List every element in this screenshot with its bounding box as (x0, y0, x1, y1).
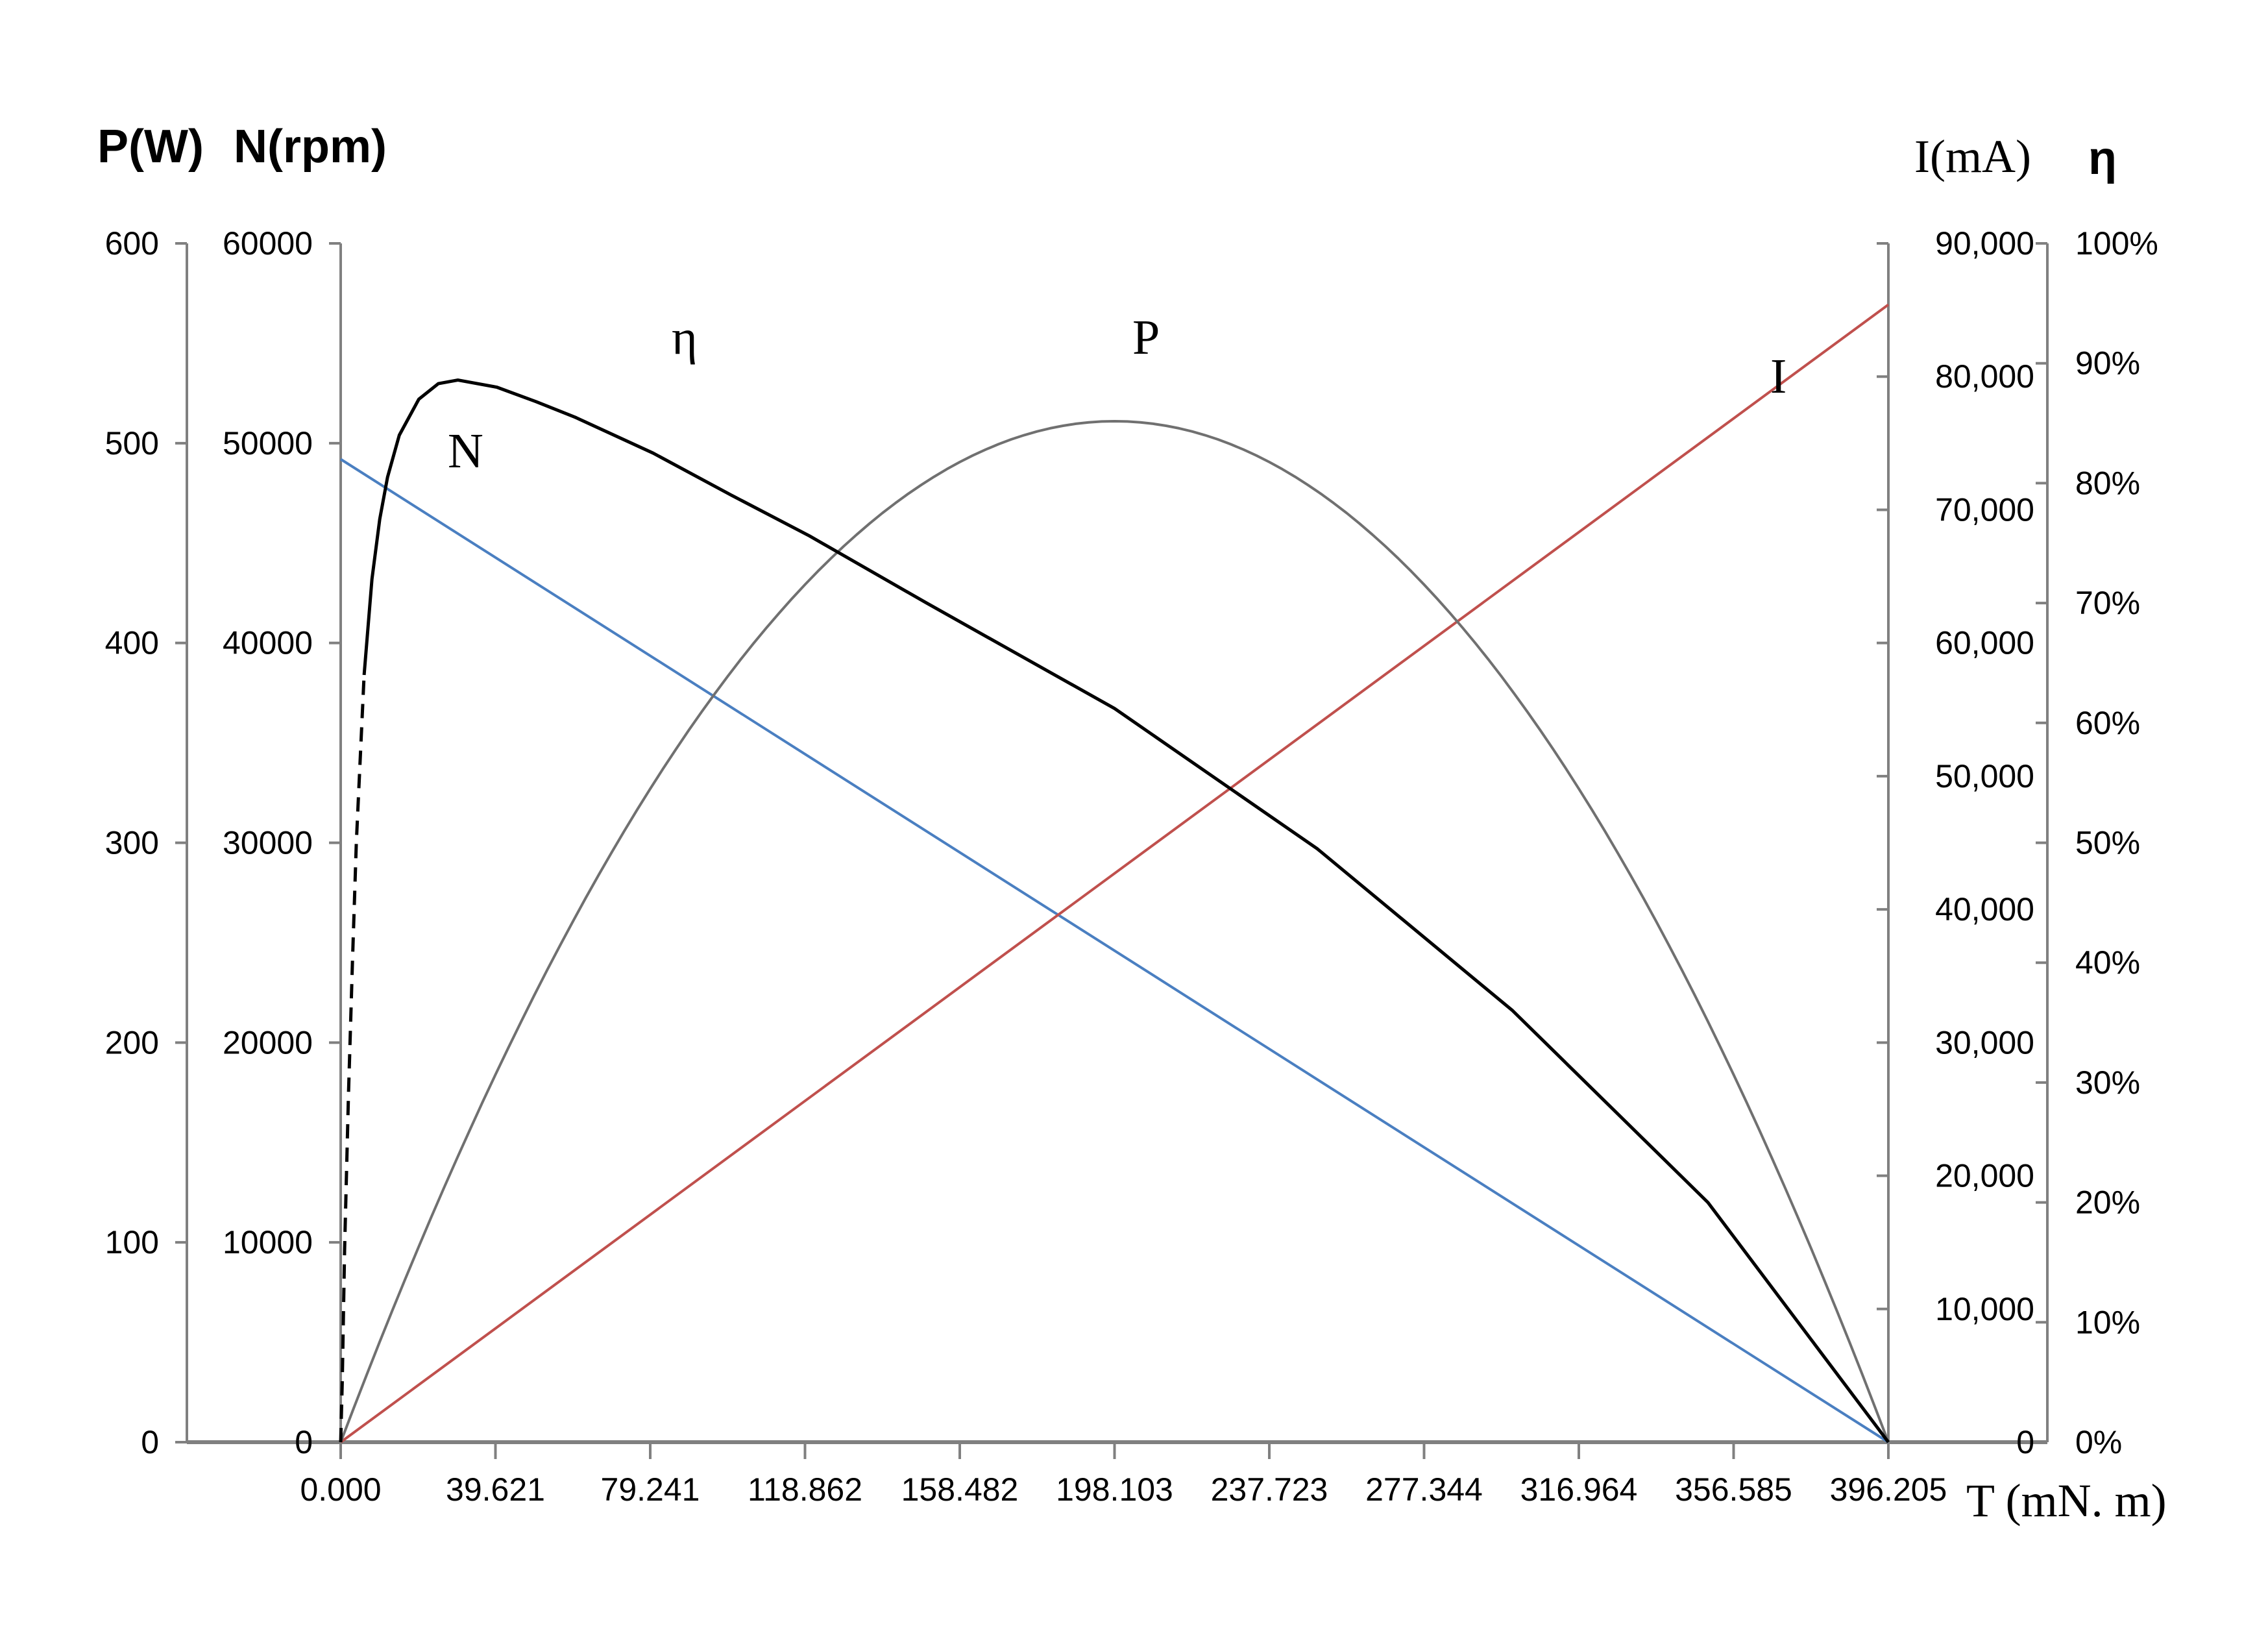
efficiency-axis-title: η (2088, 132, 2117, 184)
power-tick-label: 300 (105, 825, 159, 861)
speed-tick-label: 30000 (223, 825, 313, 861)
power-axis-ticks: 0 100 200 300 400 500 600 (105, 225, 187, 1460)
curve-label-P: P (1132, 310, 1160, 365)
current-tick-label: 90,000 (1935, 225, 2034, 262)
speed-tick-label: 50000 (223, 425, 313, 461)
series-eta-dashed-line (339, 674, 366, 1443)
speed-tick-label: 0 (295, 1424, 313, 1460)
efficiency-tick-label: 80% (2075, 465, 2140, 501)
current-tick-label: 30,000 (1935, 1024, 2034, 1061)
current-tick-label: 20,000 (1935, 1158, 2034, 1194)
efficiency-tick-label: 30% (2075, 1064, 2140, 1101)
x-axis-title: T (mN. m) (1966, 1475, 2167, 1527)
curve-label-I: I (1770, 349, 1786, 404)
series-current-line (339, 303, 1890, 1443)
x-tick-label: 396.205 (1830, 1471, 1947, 1508)
speed-tick-label: 40000 (223, 625, 313, 661)
series-power-line (339, 420, 1890, 1443)
series-eta-line (362, 378, 1890, 1443)
current-tick-label: 0 (2016, 1424, 2034, 1460)
x-tick-label: 237.723 (1211, 1471, 1328, 1508)
curve-label-eta: η (672, 310, 698, 365)
x-tick-label: 118.862 (748, 1471, 862, 1508)
x-tick-label: 356.585 (1675, 1471, 1792, 1508)
curve-label-N: N (448, 424, 483, 478)
power-tick-label: 100 (105, 1224, 159, 1260)
x-tick-label: 277.344 (1365, 1471, 1483, 1508)
x-tick-label: 0.000 (300, 1471, 381, 1508)
x-axis-ticks: 0.000 39.621 79.241 118.862 158.482 198.103 23… (300, 1442, 1947, 1508)
series-layer (339, 303, 1890, 1443)
current-tick-label: 50,000 (1935, 758, 2034, 794)
speed-axis-title-symbol: N (234, 121, 267, 173)
current-tick-label: 40,000 (1935, 891, 2034, 927)
current-tick-label: 70,000 (1935, 491, 2034, 528)
speed-axis-title-unit: (rpm) (267, 121, 387, 173)
power-tick-label: 0 (141, 1424, 159, 1460)
efficiency-tick-label: 60% (2075, 705, 2140, 741)
speed-tick-label: 10000 (223, 1224, 313, 1260)
efficiency-tick-label: 0% (2075, 1424, 2122, 1460)
power-tick-label: 600 (105, 225, 159, 262)
speed-axis-ticks: 0 10000 20000 30000 40000 50000 60000 (223, 225, 341, 1460)
series-speed-line (339, 458, 1890, 1443)
efficiency-tick-label: 70% (2075, 585, 2140, 621)
x-tick-label: 316.964 (1520, 1471, 1638, 1508)
x-tick-label: 198.103 (1056, 1471, 1173, 1508)
efficiency-axis-ticks: 0% 10% 20% 30% 40% 50% 60% 70% 80% 90% 100% (2036, 225, 2158, 1460)
current-tick-label: 10,000 (1935, 1291, 2034, 1327)
efficiency-tick-label: 50% (2075, 825, 2140, 861)
efficiency-tick-label: 100% (2075, 225, 2158, 262)
efficiency-tick-label: 90% (2075, 345, 2140, 382)
speed-axis-title: N(rpm) (234, 121, 387, 173)
speed-tick-label: 60000 (223, 225, 313, 262)
efficiency-tick-label: 20% (2075, 1185, 2140, 1221)
power-tick-label: 400 (105, 625, 159, 661)
current-tick-label: 80,000 (1935, 358, 2034, 395)
x-tick-label: 39.621 (446, 1471, 545, 1508)
x-tick-label: 158.482 (901, 1471, 1019, 1508)
x-tick-label: 79.241 (601, 1471, 700, 1508)
efficiency-tick-label: 10% (2075, 1304, 2140, 1340)
current-axis-title: I(mA) (1914, 130, 2031, 182)
speed-tick-label: 20000 (223, 1024, 313, 1061)
power-axis-title: P(W) (97, 121, 204, 173)
efficiency-tick-label: 40% (2075, 944, 2140, 981)
power-tick-label: 200 (105, 1024, 159, 1061)
current-axis-ticks: 0 10,000 20,000 30,000 40,000 50,000 60,000 70,… (1877, 225, 2034, 1460)
power-tick-label: 500 (105, 425, 159, 461)
current-tick-label: 60,000 (1935, 625, 2034, 661)
